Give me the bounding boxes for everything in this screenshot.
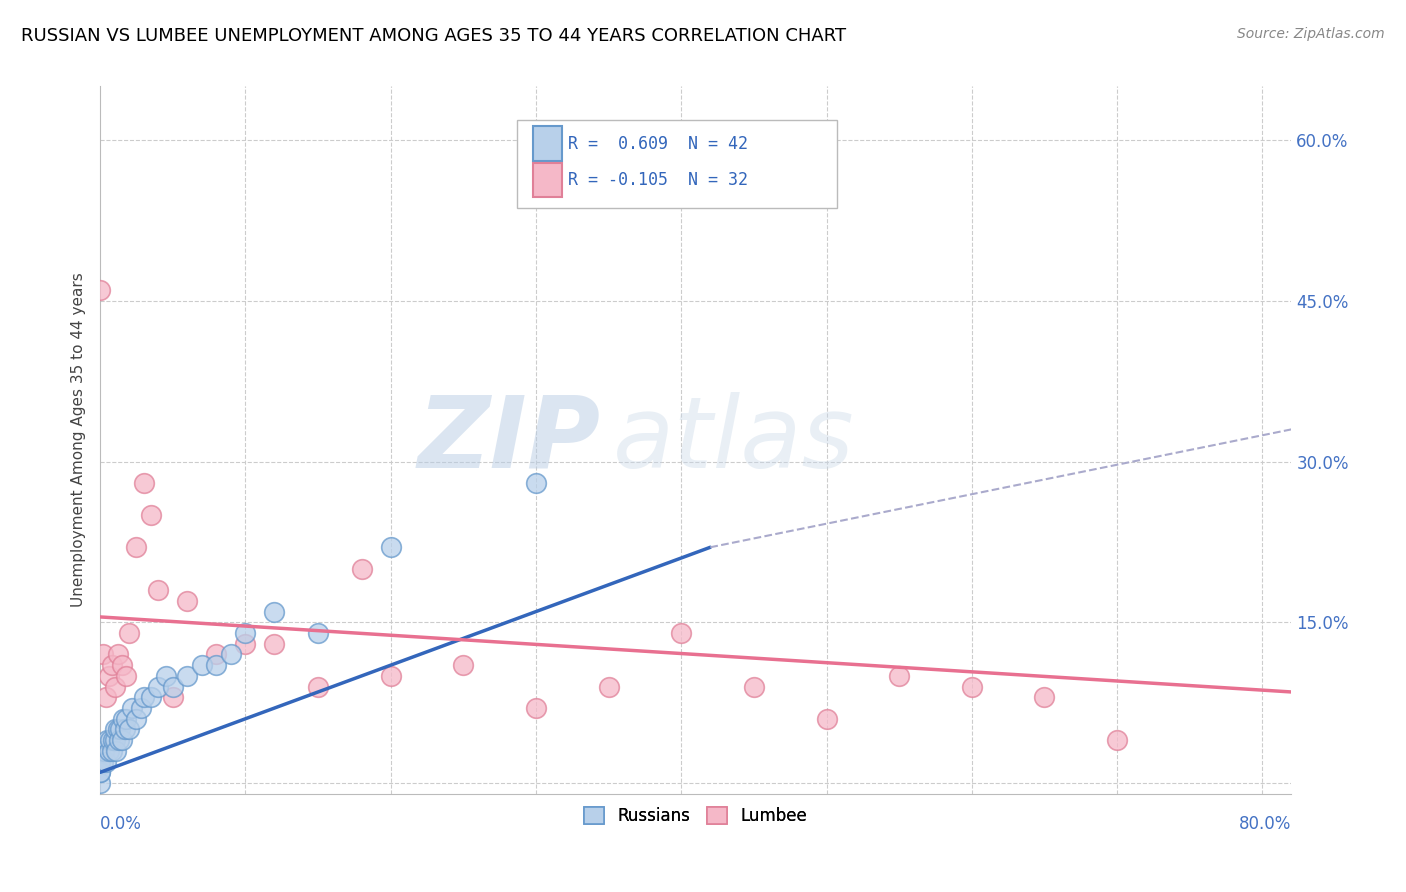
Point bbox=[91, 755, 114, 769]
Point bbox=[205, 648, 228, 662]
Point bbox=[103, 733, 125, 747]
Point bbox=[105, 744, 128, 758]
Point bbox=[114, 723, 136, 737]
Point bbox=[1107, 733, 1129, 747]
Point bbox=[350, 562, 373, 576]
Point bbox=[89, 765, 111, 780]
Point bbox=[100, 744, 122, 758]
Point bbox=[162, 680, 184, 694]
Text: atlas: atlas bbox=[613, 392, 853, 489]
Point bbox=[205, 658, 228, 673]
Text: ZIP: ZIP bbox=[418, 392, 600, 489]
Point bbox=[132, 690, 155, 705]
Point bbox=[89, 765, 111, 780]
Point bbox=[307, 626, 329, 640]
Point bbox=[139, 508, 162, 522]
Point bbox=[219, 648, 242, 662]
Point bbox=[176, 669, 198, 683]
Point bbox=[89, 776, 111, 790]
Point bbox=[112, 712, 135, 726]
Point bbox=[524, 475, 547, 490]
Point bbox=[1033, 690, 1056, 705]
Point bbox=[380, 541, 402, 555]
Point bbox=[98, 733, 121, 747]
Point bbox=[115, 712, 138, 726]
Text: 0.0%: 0.0% bbox=[100, 815, 142, 833]
Point bbox=[104, 680, 127, 694]
Point bbox=[107, 723, 129, 737]
Point bbox=[111, 658, 134, 673]
Point bbox=[453, 658, 475, 673]
Point bbox=[129, 701, 152, 715]
Y-axis label: Unemployment Among Ages 35 to 44 years: Unemployment Among Ages 35 to 44 years bbox=[72, 273, 86, 607]
Point bbox=[97, 744, 120, 758]
Point bbox=[598, 680, 620, 694]
Point bbox=[263, 637, 285, 651]
Legend: Russians, Lumbee: Russians, Lumbee bbox=[578, 800, 814, 831]
Point bbox=[176, 594, 198, 608]
Point bbox=[115, 669, 138, 683]
Point bbox=[742, 680, 765, 694]
Point bbox=[89, 283, 111, 297]
Point bbox=[815, 712, 838, 726]
Point bbox=[94, 690, 117, 705]
Point bbox=[121, 701, 143, 715]
Point bbox=[960, 680, 983, 694]
Point bbox=[104, 733, 127, 747]
Point bbox=[97, 669, 120, 683]
Point bbox=[110, 723, 132, 737]
Point bbox=[139, 690, 162, 705]
Point bbox=[191, 658, 214, 673]
Point bbox=[380, 669, 402, 683]
Point bbox=[89, 755, 111, 769]
Point bbox=[108, 733, 131, 747]
Text: R =  0.609  N = 42: R = 0.609 N = 42 bbox=[568, 135, 748, 153]
Point bbox=[91, 648, 114, 662]
Point bbox=[118, 626, 141, 640]
Point bbox=[889, 669, 911, 683]
Point bbox=[100, 658, 122, 673]
Point bbox=[89, 744, 111, 758]
Point bbox=[148, 680, 170, 694]
Point bbox=[132, 475, 155, 490]
Point bbox=[104, 723, 127, 737]
Point bbox=[96, 733, 118, 747]
Point bbox=[94, 755, 117, 769]
Text: Source: ZipAtlas.com: Source: ZipAtlas.com bbox=[1237, 27, 1385, 41]
Point bbox=[307, 680, 329, 694]
Point bbox=[235, 626, 257, 640]
Point bbox=[89, 755, 111, 769]
Point bbox=[111, 733, 134, 747]
Point bbox=[148, 583, 170, 598]
Point bbox=[155, 669, 177, 683]
Point bbox=[524, 701, 547, 715]
Point bbox=[263, 605, 285, 619]
Text: RUSSIAN VS LUMBEE UNEMPLOYMENT AMONG AGES 35 TO 44 YEARS CORRELATION CHART: RUSSIAN VS LUMBEE UNEMPLOYMENT AMONG AGE… bbox=[21, 27, 846, 45]
Point bbox=[93, 744, 115, 758]
Point bbox=[107, 648, 129, 662]
Point bbox=[235, 637, 257, 651]
Point bbox=[671, 626, 693, 640]
Text: R = -0.105  N = 32: R = -0.105 N = 32 bbox=[568, 171, 748, 189]
Text: 80.0%: 80.0% bbox=[1239, 815, 1292, 833]
Point bbox=[125, 541, 148, 555]
Point bbox=[162, 690, 184, 705]
Point bbox=[118, 723, 141, 737]
Point bbox=[125, 712, 148, 726]
